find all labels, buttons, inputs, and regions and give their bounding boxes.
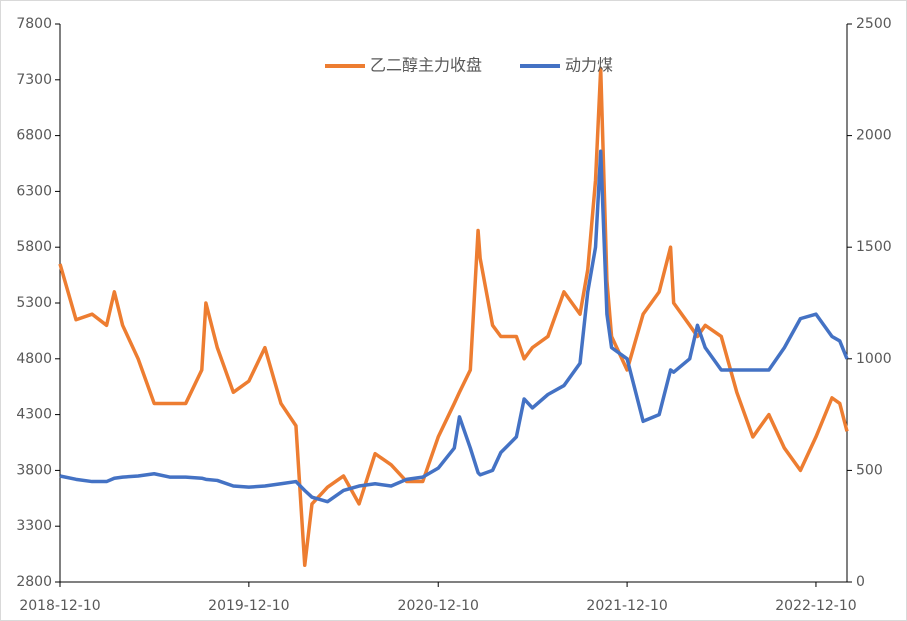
y2-tick-label: 500: [856, 462, 883, 478]
y-tick-label: 4800: [16, 351, 52, 367]
y-tick-label: 5800: [16, 239, 52, 255]
x-tick-label: 2020-12-10: [398, 598, 479, 614]
y-tick-label: 3800: [16, 462, 52, 478]
y-tick-label: 3300: [16, 518, 52, 534]
y-tick-label: 7300: [16, 72, 52, 88]
y2-tick-label: 1000: [856, 351, 892, 367]
y2-tick-label: 1500: [856, 239, 892, 255]
series-line: [58, 66, 849, 568]
y-tick-label: 5300: [16, 295, 52, 311]
series-line: [59, 149, 849, 504]
y2-tick-label: 0: [856, 574, 865, 590]
x-tick-label: 2022-12-10: [775, 598, 856, 614]
legend-label: 乙二醇主力收盘: [370, 56, 482, 75]
y-tick-label: 6300: [16, 183, 52, 199]
x-tick-label: 2021-12-10: [586, 598, 667, 614]
y-tick-label: 7800: [16, 16, 52, 32]
x-tick-label: 2018-12-10: [19, 598, 100, 614]
y2-tick-label: 2000: [856, 128, 892, 144]
y-tick-label: 6800: [16, 128, 52, 144]
y-tick-label: 4300: [16, 407, 52, 423]
legend-label: 动力煤: [565, 56, 613, 75]
x-tick-label: 2019-12-10: [208, 598, 289, 614]
y-tick-label: 2800: [16, 574, 52, 590]
y2-tick-label: 2500: [856, 16, 892, 32]
